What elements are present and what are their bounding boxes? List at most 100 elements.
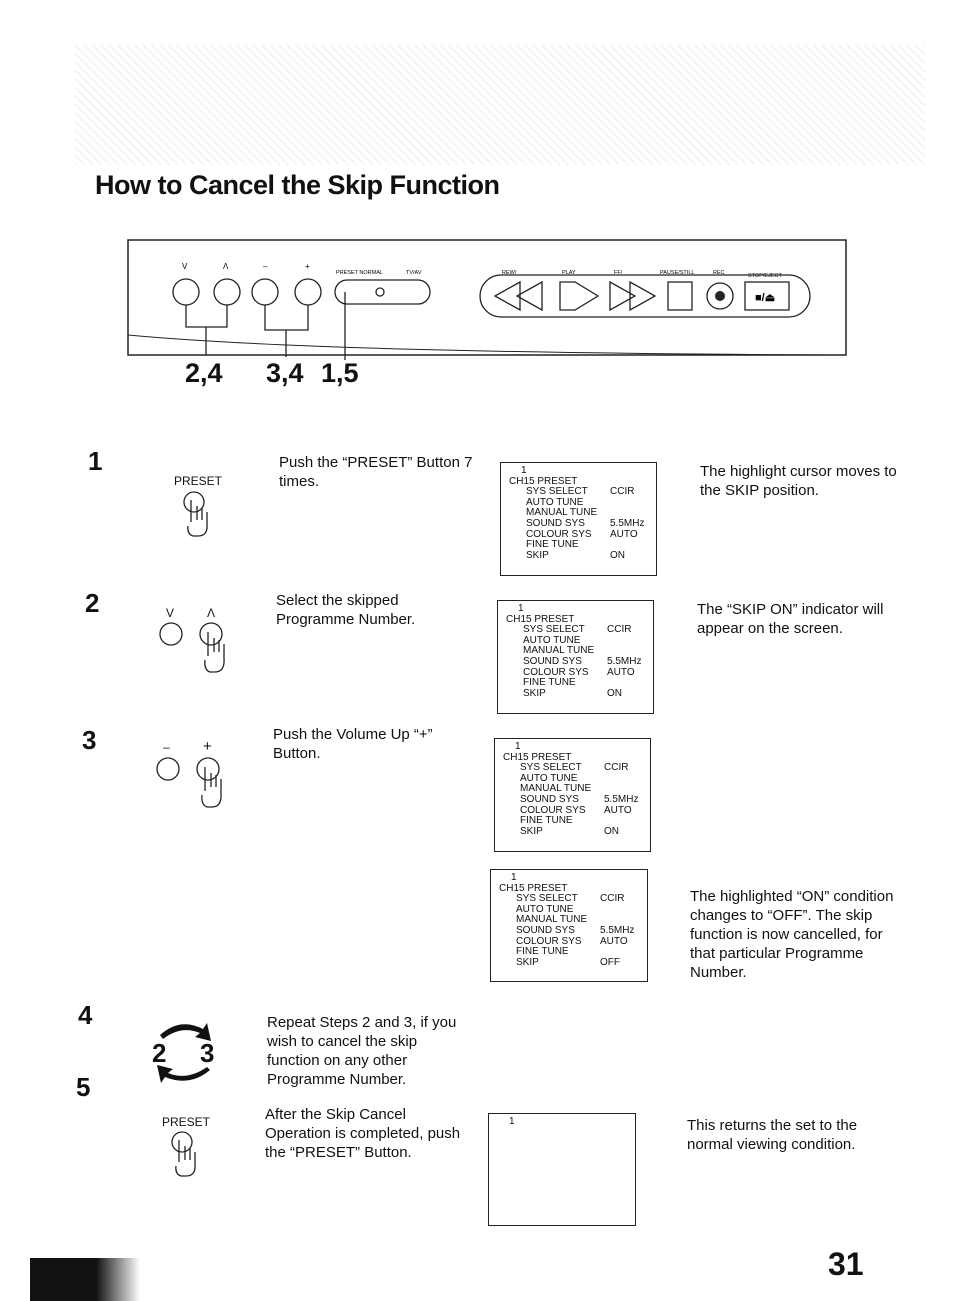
panel-label: Λ: [223, 262, 229, 271]
hand-icon: [171, 1131, 196, 1177]
menu-row: AUTO TUNE: [503, 772, 650, 785]
menu-value: AUTO: [610, 528, 638, 540]
button-label: PRESET: [174, 474, 223, 488]
menu-label: SOUND SYS: [516, 924, 575, 936]
screen-line: 1: [509, 1116, 515, 1127]
menu-value: ON: [604, 825, 619, 837]
menu-row: SYS SELECT CCIR: [499, 894, 647, 905]
menu-label: SOUND SYS: [526, 517, 585, 529]
callout: 2,4: [185, 358, 223, 388]
menu-value: CCIR: [610, 486, 635, 498]
page-title: How to Cancel the Skip Function: [95, 170, 500, 200]
menu-row: SOUND SYS 5.5MHz: [506, 655, 653, 668]
button-label: Λ: [207, 606, 216, 620]
tv-screen: 1 CH15 PRESET SYS SELECT CCIR AUTO TUNE MANUA…: [497, 600, 654, 714]
menu-label: MANUAL TUNE: [520, 783, 592, 795]
menu-row: FINE TUNE: [503, 816, 650, 827]
menu-value: 5.5MHz: [610, 517, 645, 529]
screen-header: CH15 PRESET: [499, 882, 568, 894]
menu-value: ON: [610, 549, 625, 561]
menu-value: 5.5MHz: [604, 793, 639, 805]
button-icons: [156, 757, 222, 808]
menu-label: AUTO TUNE: [523, 634, 581, 646]
menu-row: SKIP ON: [506, 687, 653, 700]
menu-label: MANUAL TUNE: [516, 914, 588, 926]
panel-label: V: [182, 262, 188, 271]
instruction: Push the Volume Up “+” Button.: [273, 726, 433, 762]
panel-label: PRESET NORMAL: [336, 270, 383, 276]
callout: 1,5: [321, 358, 359, 388]
instruction: Repeat Steps 2 and 3, if you wish to can…: [267, 1014, 457, 1088]
repeat-arrows: [157, 1023, 211, 1083]
menu-value: ON: [607, 687, 622, 699]
menu-row: COLOUR SYS AUTO: [506, 666, 653, 679]
menu-label: SYS SELECT: [523, 624, 585, 636]
menu-label: FINE TUNE: [523, 677, 576, 689]
screen-header: CH15 PRESET: [506, 613, 575, 625]
menu-label: COLOUR SYS: [523, 666, 589, 678]
instruction: Select the skipped Programme Number.: [276, 592, 416, 628]
menu-row: SOUND SYS 5.5MHz: [499, 924, 647, 937]
panel-label: REW/: [502, 270, 517, 276]
menu-row: FINE TUNE: [506, 678, 653, 689]
step-number: 2: [85, 588, 100, 618]
menu-label: FINE TUNE: [516, 946, 569, 958]
tv-screen: 1 CH15 PRESET SYS SELECT CCIR AUTO TUNE MANUA…: [490, 869, 648, 982]
menu-label: FINE TUNE: [526, 539, 579, 551]
menu-row: COLOUR SYS AUTO: [503, 804, 650, 817]
menu-label: SYS SELECT: [520, 762, 582, 774]
menu-label: SOUND SYS: [520, 793, 579, 805]
menu-label: COLOUR SYS: [516, 935, 582, 947]
menu-row: MANUAL TUNE: [503, 784, 650, 795]
note: The highlighted “ON” condition changes t…: [690, 888, 894, 981]
instruction: Push the “PRESET” Button 7 times.: [279, 454, 473, 490]
button-label: PRESET: [162, 1115, 211, 1129]
screen-header: CH15 PRESET: [503, 751, 572, 763]
menu-label: SYS SELECT: [516, 893, 578, 905]
menu-row: AUTO TUNE: [499, 904, 647, 916]
note: This returns the set to the normal viewi…: [687, 1117, 858, 1153]
eject-icon: ■/⏏: [755, 292, 776, 304]
menu-row: FINE TUNE: [509, 540, 656, 551]
step-number: 3: [82, 725, 97, 755]
control-panel: V Λ – + PRESET NORMAL TV/AV REW/ PLAY FF…: [127, 239, 847, 360]
menu-label: SKIP: [523, 687, 546, 699]
menu-row: FINE TUNE: [499, 947, 647, 958]
menu-label: COLOUR SYS: [526, 528, 592, 540]
menu-row: AUTO TUNE: [506, 634, 653, 647]
menu-label: SKIP: [516, 956, 539, 968]
menu-label: COLOUR SYS: [520, 804, 586, 816]
screen-line: 1: [511, 872, 517, 883]
instruction: After the Skip Cancel Operation is compl…: [265, 1106, 461, 1161]
button-label: –: [163, 740, 170, 754]
menu-row: MANUAL TUNE: [506, 646, 653, 657]
menu-row: SYS SELECT CCIR: [509, 487, 656, 498]
panel-label: STOP/EJECT: [748, 273, 782, 279]
menu-label: FINE TUNE: [520, 815, 573, 827]
button-icons: [159, 622, 225, 673]
step-number: 5: [76, 1072, 91, 1102]
menu-row: SKIP OFF: [499, 956, 647, 969]
menu-row: SYS SELECT CCIR: [503, 763, 650, 774]
tv-screen: 1: [488, 1113, 636, 1226]
hand-icon: [183, 491, 208, 537]
menu-value: CCIR: [607, 624, 632, 636]
menu-value: OFF: [600, 956, 620, 968]
callout: 3,4: [266, 358, 304, 388]
panel-label: +: [305, 262, 310, 271]
button-label: V: [166, 606, 175, 620]
menu-label: AUTO TUNE: [520, 772, 578, 784]
menu-value: AUTO: [604, 804, 632, 816]
note: The highlight cursor moves to the SKIP p…: [700, 463, 897, 499]
page-number: 31: [828, 1246, 864, 1282]
screen-line: 1: [518, 603, 524, 614]
corner-mark: [30, 1258, 140, 1301]
menu-label: SOUND SYS: [523, 655, 582, 667]
button-label: +: [203, 738, 212, 755]
menu-label: SKIP: [520, 825, 543, 837]
panel-label: PLAY: [562, 270, 576, 276]
panel-label: PAUSE/STILL: [660, 270, 694, 276]
header-texture: [75, 45, 925, 165]
panel-label: –: [263, 262, 268, 271]
